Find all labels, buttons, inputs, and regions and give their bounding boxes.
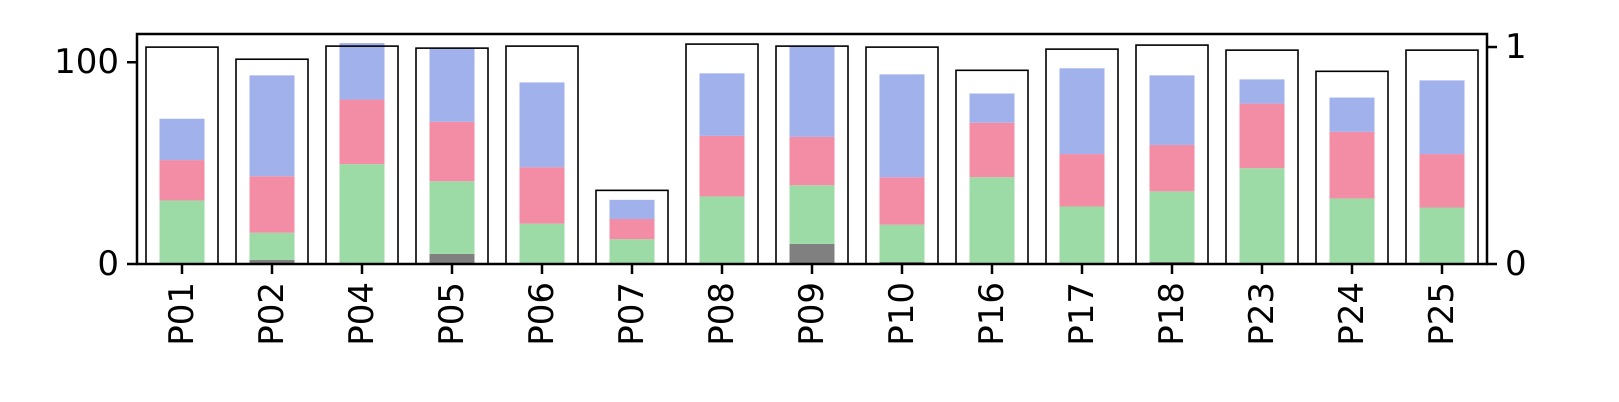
bar-segment-p01-s2 <box>159 160 205 201</box>
x-tick-label-p18: P18 <box>1152 282 1192 346</box>
bar-segment-p10-s1 <box>879 224 925 262</box>
bar-segment-p23-s2 <box>1239 103 1285 169</box>
bar-segment-p05-s3 <box>429 48 475 122</box>
y-left-tick-label-0: 0 <box>97 244 119 284</box>
bar-segment-p09-s1 <box>789 185 835 244</box>
x-tick-label-p05: P05 <box>432 282 472 346</box>
bar-segment-p07-s3 <box>609 199 655 220</box>
bar-segment-p23-s3 <box>1239 79 1285 104</box>
bar-segment-p02-s0 <box>249 259 295 264</box>
bar-segment-p10-s3 <box>879 74 925 178</box>
bar-segment-p16-s2 <box>969 122 1015 178</box>
bar-segment-p04-s2 <box>339 99 385 165</box>
bar-segment-p09-s2 <box>789 136 835 186</box>
bar-segment-p16-s3 <box>969 93 1015 123</box>
bar-segment-p02-s3 <box>249 75 295 177</box>
bar-segment-p07-s2 <box>609 219 655 240</box>
x-tick-label-p09: P09 <box>792 282 832 346</box>
bar-segment-p01-s1 <box>159 200 205 263</box>
bar-segment-p18-s3 <box>1149 75 1195 145</box>
bar-segment-p24-s2 <box>1329 131 1375 199</box>
axes-layer: P01 P02 P04 P05 P06 P07 P08 P09 P10 P16 P17 P18 P23 P… <box>54 27 1527 346</box>
bar-segment-p08-s1 <box>699 196 745 263</box>
bar-segment-p25-s2 <box>1419 154 1465 208</box>
bar-segment-p02-s1 <box>249 232 295 260</box>
bar-segment-p08-s2 <box>699 135 745 197</box>
bar-segment-p24-s1 <box>1329 198 1375 263</box>
x-tick-label-p24: P24 <box>1332 282 1372 346</box>
x-tick-label-p07: P07 <box>612 282 652 346</box>
bar-segment-p05-s2 <box>429 121 475 182</box>
x-tick-label-p25: P25 <box>1422 282 1462 346</box>
bar-segment-p16-s1 <box>969 177 1015 263</box>
bar-segment-p06-s3 <box>519 82 565 168</box>
bar-segment-p23-s1 <box>1239 168 1285 263</box>
bar-segment-p07-s1 <box>609 239 655 264</box>
bar-segment-p24-s3 <box>1329 97 1375 132</box>
x-tick-label-p02: P02 <box>252 282 292 346</box>
bar-segment-p25-s1 <box>1419 207 1465 263</box>
bar-segment-p17-s3 <box>1059 68 1105 155</box>
bar-segment-p09-s0 <box>789 243 835 264</box>
bar-segment-p10-s2 <box>879 177 925 225</box>
x-tick-label-p01: P01 <box>162 282 202 346</box>
y-left-tick-label-100: 100 <box>54 42 119 82</box>
bar-segment-p04-s1 <box>339 164 385 263</box>
x-tick-label-p16: P16 <box>972 282 1012 346</box>
bar-segment-p06-s1 <box>519 223 565 263</box>
bar-segment-p05-s1 <box>429 181 475 254</box>
x-tick-label-p06: P06 <box>522 282 562 346</box>
bars-layer <box>159 43 1465 264</box>
x-tick-label-p08: P08 <box>702 282 742 346</box>
bar-segment-p18-s1 <box>1149 191 1195 262</box>
bar-segment-p06-s2 <box>519 167 565 224</box>
bar-segment-p25-s3 <box>1419 80 1465 155</box>
x-tick-label-p04: P04 <box>342 282 382 346</box>
x-tick-label-p10: P10 <box>882 282 922 346</box>
bar-segment-p01-s3 <box>159 118 205 161</box>
bar-segment-p04-s3 <box>339 43 385 100</box>
bar-segment-p02-s2 <box>249 176 295 233</box>
bar-segment-p17-s2 <box>1059 154 1105 207</box>
bar-segment-p08-s3 <box>699 73 745 136</box>
bar-segment-p18-s2 <box>1149 144 1195 192</box>
y-right-tick-label-0: 0 <box>1505 244 1527 284</box>
bar-segment-p05-s0 <box>429 253 475 264</box>
bar-segment-p17-s1 <box>1059 206 1105 263</box>
y-right-tick-label-1: 1 <box>1505 27 1527 67</box>
x-tick-label-p23: P23 <box>1242 282 1282 346</box>
bar-segment-p09-s3 <box>789 46 835 137</box>
x-tick-label-p17: P17 <box>1062 282 1102 346</box>
